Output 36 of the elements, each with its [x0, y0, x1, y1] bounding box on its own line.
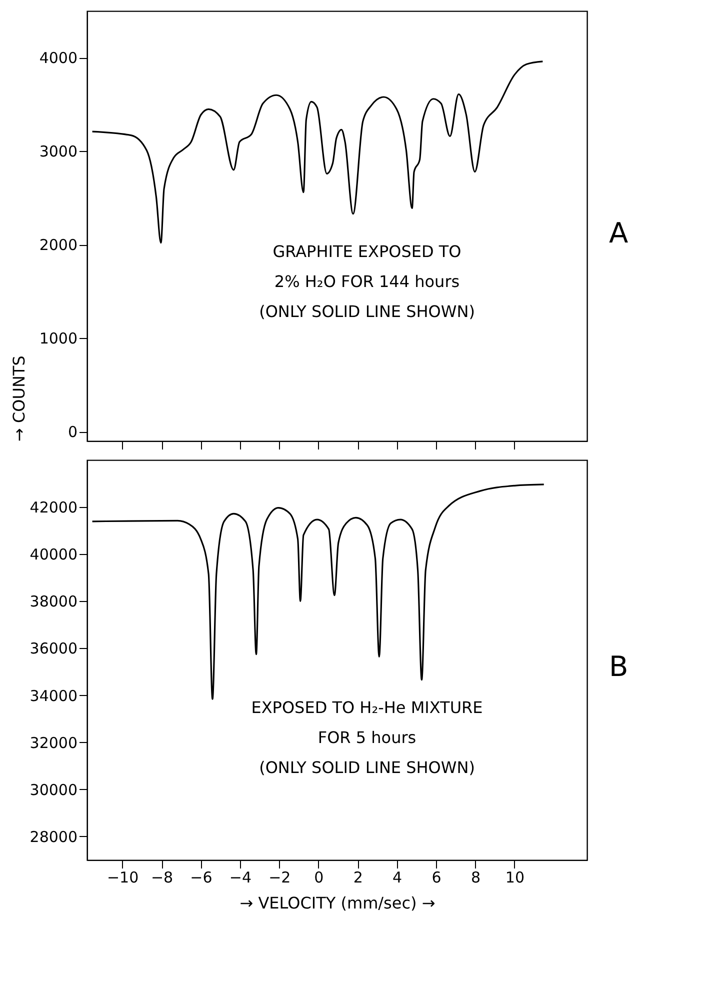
- y-tick-label: 34000: [30, 686, 78, 705]
- x-tick-label: 10: [505, 868, 524, 886]
- annotation: EXPOSED TO H₂-He MIXTURE: [251, 698, 483, 717]
- x-tick-label: 6: [432, 868, 442, 886]
- annotation: GRAPHITE EXPOSED TO: [272, 242, 462, 261]
- y-tick-label: 30000: [30, 780, 78, 799]
- annotation: (ONLY SOLID LINE SHOWN): [259, 302, 475, 321]
- y-tick-label: 2000: [39, 236, 78, 254]
- text: A: [609, 216, 628, 250]
- annotation: FOR 5 hours: [318, 728, 416, 747]
- x-tick-label: −6: [190, 868, 212, 886]
- x-tick-label: 8: [470, 868, 481, 886]
- x-tick-label: −8: [150, 868, 174, 886]
- y-tick-label: 3000: [39, 142, 78, 161]
- x-tick-label: 0: [314, 868, 324, 886]
- line-series: [91, 60, 544, 244]
- x-tick-label: −2: [268, 868, 291, 886]
- line-series: [91, 484, 545, 700]
- y-tick-label: 32000: [30, 734, 78, 752]
- y-tick-label: 36000: [30, 640, 78, 658]
- x-tick-label: 2: [353, 868, 363, 886]
- y-tick-label: 1000: [39, 330, 78, 348]
- x-tick-label: −4: [229, 868, 252, 886]
- y-tick-label: 40000: [30, 546, 78, 564]
- y-tick-label: 0: [68, 423, 78, 442]
- annotation: (ONLY SOLID LINE SHOWN): [259, 758, 475, 777]
- x-tick-label: 4: [392, 868, 402, 886]
- x-axis-title: → VELOCITY (mm/sec) →: [240, 894, 436, 912]
- y-tick-label: 4000: [39, 49, 78, 68]
- y-tick-label: 28000: [30, 828, 78, 846]
- annotation: 2% H₂O FOR 144 hours: [274, 272, 460, 291]
- x-tick-label: −10: [106, 868, 139, 886]
- y-axis-title: → COUNTS: [9, 356, 28, 442]
- y-tick-label: 42000: [30, 498, 78, 517]
- y-tick-label: 38000: [30, 592, 78, 611]
- text: B: [609, 650, 628, 683]
